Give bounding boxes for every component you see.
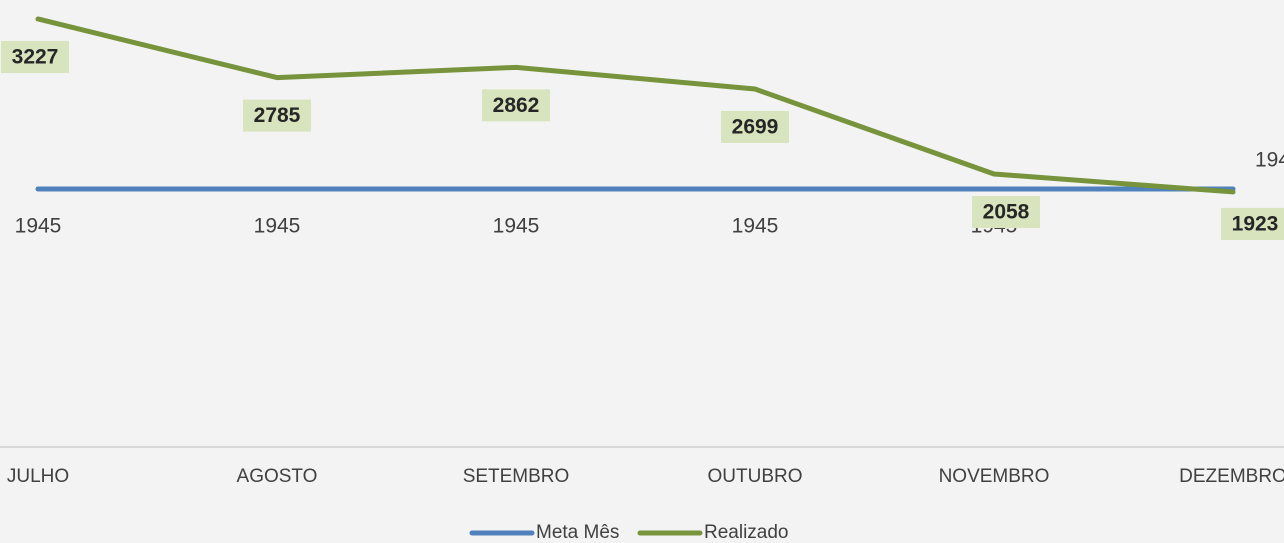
data-label-box: 1923 (1221, 207, 1284, 240)
data-label-box: 3227 (1, 40, 69, 73)
label-background (972, 196, 1040, 229)
data-label: 2785 (254, 104, 301, 127)
label-background (243, 99, 311, 132)
x-tick-label: DEZEMBRO (1179, 466, 1284, 487)
data-label: 2058 (983, 201, 1030, 224)
x-tick-label: SETEMBRO (463, 466, 570, 487)
label-background (1, 40, 69, 73)
x-tick-label: AGOSTO (237, 466, 318, 487)
data-label-box: 2699 (721, 111, 789, 144)
data-label: 1923 (1232, 212, 1279, 235)
x-tick-label: NOVEMBRO (939, 466, 1050, 487)
data-label: 1945 (1255, 149, 1284, 172)
data-label: 1945 (732, 215, 779, 238)
data-label: 2862 (493, 94, 540, 117)
x-tick-label: JULHO (7, 466, 69, 487)
data-label: 1945 (254, 215, 301, 238)
x-tick-label: OUTUBRO (708, 466, 803, 487)
data-label-box: 2058 (972, 196, 1040, 229)
data-label: 1945 (493, 215, 540, 238)
legend-label: Meta Mês (536, 522, 619, 543)
data-label: 2699 (732, 116, 779, 139)
legend: Meta Mês Realizado (469, 522, 789, 543)
data-label: 1945 (15, 215, 62, 238)
data-label-box: 2785 (243, 99, 311, 132)
label-background (721, 111, 789, 144)
data-label: 3227 (12, 46, 59, 69)
series-line (35, 16, 1236, 195)
label-background (482, 89, 550, 122)
legend-label: Realizado (704, 522, 789, 543)
label-background (1221, 207, 1284, 240)
data-label-box: 2862 (482, 89, 550, 122)
